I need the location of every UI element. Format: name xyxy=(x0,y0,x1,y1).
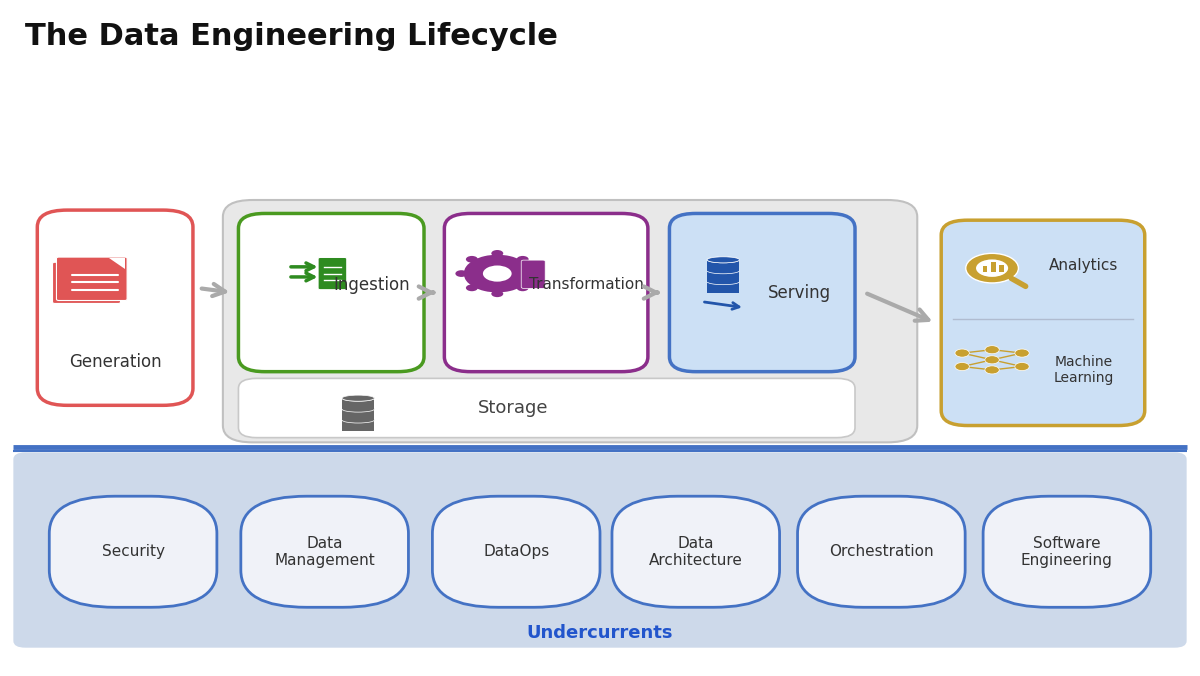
FancyBboxPatch shape xyxy=(37,210,193,406)
Text: The Data Engineering Lifecycle: The Data Engineering Lifecycle xyxy=(25,22,558,51)
FancyBboxPatch shape xyxy=(342,409,374,420)
Ellipse shape xyxy=(707,268,739,274)
Text: Orchestration: Orchestration xyxy=(829,544,934,559)
Text: Storage: Storage xyxy=(478,399,548,417)
Ellipse shape xyxy=(455,270,467,277)
Circle shape xyxy=(955,349,970,357)
Text: Data
Architecture: Data Architecture xyxy=(649,535,743,568)
Text: Machine
Learning: Machine Learning xyxy=(1054,355,1114,385)
Bar xyxy=(1000,265,1004,272)
FancyBboxPatch shape xyxy=(49,496,217,607)
FancyBboxPatch shape xyxy=(318,258,347,290)
Bar xyxy=(991,262,996,272)
Ellipse shape xyxy=(707,257,739,263)
Text: Security: Security xyxy=(102,544,164,559)
Polygon shape xyxy=(109,258,125,269)
Ellipse shape xyxy=(342,395,374,402)
Bar xyxy=(983,266,988,272)
FancyBboxPatch shape xyxy=(444,214,648,372)
Circle shape xyxy=(985,366,1000,374)
FancyArrowPatch shape xyxy=(704,302,739,309)
Circle shape xyxy=(1015,349,1030,357)
FancyBboxPatch shape xyxy=(612,496,780,607)
FancyBboxPatch shape xyxy=(707,260,739,271)
FancyBboxPatch shape xyxy=(707,282,739,293)
Ellipse shape xyxy=(342,417,374,423)
Ellipse shape xyxy=(707,257,739,263)
Ellipse shape xyxy=(527,270,539,277)
Text: Data
Management: Data Management xyxy=(275,535,376,568)
Text: Serving: Serving xyxy=(768,283,830,301)
Ellipse shape xyxy=(517,256,529,263)
FancyBboxPatch shape xyxy=(56,257,127,301)
Text: Ingestion: Ingestion xyxy=(334,276,410,293)
Ellipse shape xyxy=(466,285,478,291)
FancyBboxPatch shape xyxy=(241,496,408,607)
FancyBboxPatch shape xyxy=(798,496,965,607)
Wedge shape xyxy=(463,255,530,293)
Ellipse shape xyxy=(466,256,478,263)
Circle shape xyxy=(955,362,970,370)
Ellipse shape xyxy=(491,291,503,297)
Text: DataOps: DataOps xyxy=(484,544,550,559)
Text: Generation: Generation xyxy=(68,354,162,371)
FancyBboxPatch shape xyxy=(983,496,1151,607)
Ellipse shape xyxy=(517,285,529,291)
Circle shape xyxy=(1015,362,1030,370)
FancyBboxPatch shape xyxy=(432,496,600,607)
FancyBboxPatch shape xyxy=(223,200,917,442)
Ellipse shape xyxy=(491,250,503,257)
Text: Analytics: Analytics xyxy=(1049,258,1118,273)
FancyBboxPatch shape xyxy=(239,379,856,437)
Circle shape xyxy=(985,356,1000,364)
Ellipse shape xyxy=(342,395,374,402)
Circle shape xyxy=(482,266,511,282)
Circle shape xyxy=(966,254,1019,283)
Circle shape xyxy=(985,345,1000,354)
Circle shape xyxy=(976,259,1009,278)
FancyBboxPatch shape xyxy=(239,214,424,372)
Text: Undercurrents: Undercurrents xyxy=(527,624,673,642)
FancyBboxPatch shape xyxy=(521,260,545,289)
Ellipse shape xyxy=(707,279,739,285)
FancyBboxPatch shape xyxy=(53,262,120,304)
FancyBboxPatch shape xyxy=(670,214,856,372)
Text: Software
Engineering: Software Engineering xyxy=(1021,535,1112,568)
FancyBboxPatch shape xyxy=(342,420,374,431)
Text: Transformation: Transformation xyxy=(529,277,644,292)
Ellipse shape xyxy=(342,406,374,412)
FancyBboxPatch shape xyxy=(13,452,1187,648)
FancyBboxPatch shape xyxy=(707,271,739,282)
FancyBboxPatch shape xyxy=(941,220,1145,425)
FancyBboxPatch shape xyxy=(342,398,374,409)
